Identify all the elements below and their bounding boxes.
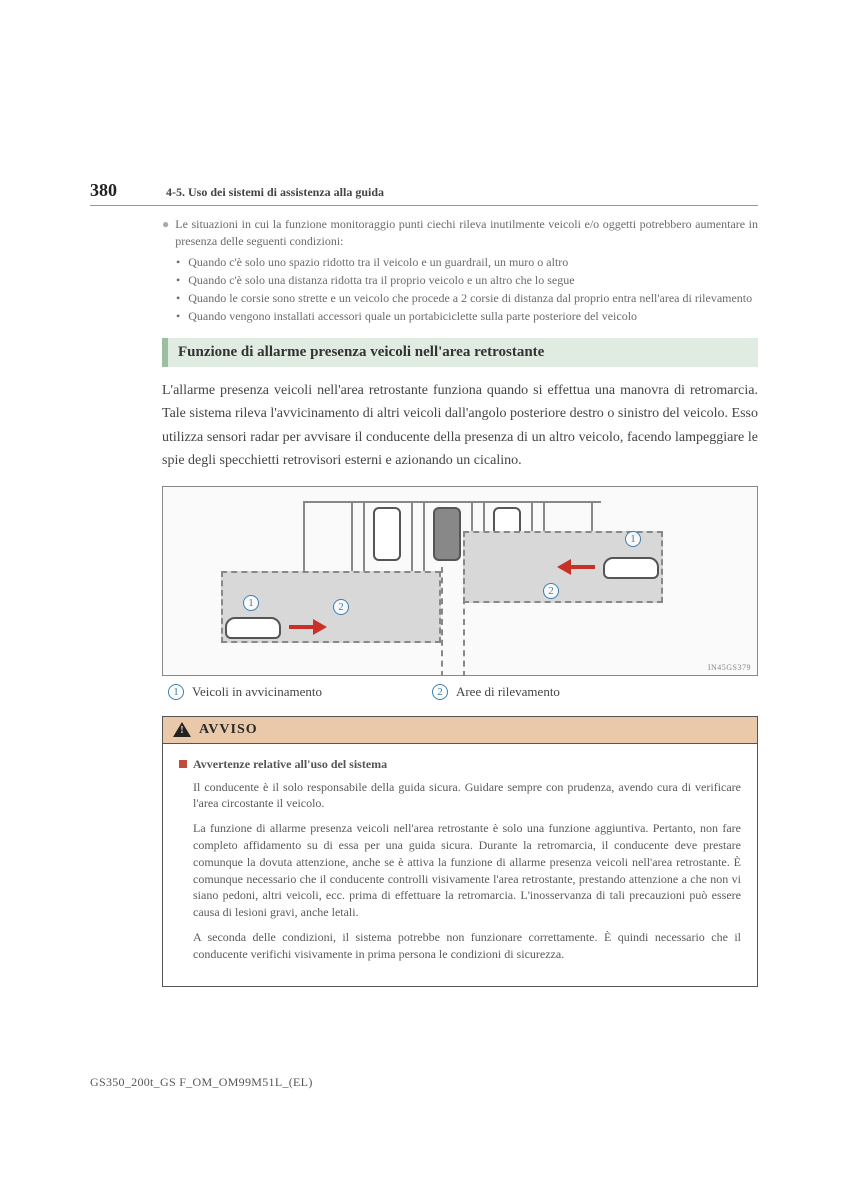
- lane-dash: [441, 567, 443, 676]
- dot-icon: •: [176, 308, 180, 324]
- arrow-left-icon: [555, 561, 595, 573]
- car-side-icon: [225, 617, 281, 639]
- marker-2: 2: [543, 583, 559, 599]
- marker-1: 1: [243, 595, 259, 611]
- warning-box: AVVISO Avvertenze relative all'uso del s…: [162, 716, 758, 988]
- list-item-text: Quando le corsie sono strette e un veico…: [188, 290, 752, 306]
- list-item: • Quando c'è solo una distanza ridotta tr…: [176, 272, 758, 288]
- page: 380 4-5. Uso dei sistemi di assistenza a…: [0, 0, 848, 987]
- car-side-icon: [603, 557, 659, 579]
- marker-2: 2: [333, 599, 349, 615]
- car-top-dark-icon: [433, 507, 461, 561]
- content: ● Le situazioni in cui la funzione monit…: [162, 216, 758, 987]
- legend-text: Veicoli in avvicinamento: [192, 684, 322, 700]
- legend-item-2: 2 Aree di rilevamento: [432, 684, 560, 700]
- warning-subtitle-text: Avvertenze relative all'uso del sistema: [193, 756, 387, 773]
- warning-p1: Il conducente è il solo responsabile del…: [193, 779, 741, 813]
- dot-icon: •: [176, 272, 180, 288]
- arrow-right-icon: [289, 621, 329, 633]
- car-top-icon: [373, 507, 401, 561]
- list-item-text: Quando c'è solo una distanza ridotta tra…: [188, 272, 574, 288]
- figure-code: IN45GS379: [708, 663, 751, 672]
- dot-icon: •: [176, 254, 180, 270]
- page-header: 380 4-5. Uso dei sistemi di assistenza a…: [90, 180, 758, 206]
- warning-triangle-icon: [173, 722, 191, 737]
- section-heading: Funzione di allarme presenza veicoli nel…: [162, 338, 758, 367]
- intro-block: ● Le situazioni in cui la funzione monit…: [162, 216, 758, 324]
- page-number: 380: [90, 180, 138, 201]
- warning-p2: La funzione di allarme presenza veicoli …: [193, 820, 741, 921]
- warning-title: AVVISO: [199, 722, 258, 738]
- bullet-icon: ●: [162, 216, 169, 250]
- warning-subtitle: Avvertenze relative all'uso del sistema: [179, 756, 741, 773]
- legend: 1 Veicoli in avvicinamento 2 Aree di ril…: [162, 684, 758, 700]
- section-paragraph: L'allarme presenza veicoli nell'area ret…: [162, 379, 758, 471]
- legend-item-1: 1 Veicoli in avvicinamento: [168, 684, 322, 700]
- list-item-text: Quando vengono installati accessori qual…: [188, 308, 637, 324]
- warning-body: Avvertenze relative all'uso del sistema …: [163, 744, 757, 987]
- legend-num: 2: [432, 684, 448, 700]
- square-bullet-icon: [179, 760, 187, 768]
- footer-code: GS350_200t_GS F_OM_OM99M51L_(EL): [90, 1075, 313, 1090]
- list-item: • Quando c'è solo uno spazio ridotto tra …: [176, 254, 758, 270]
- section-path: 4-5. Uso dei sistemi di assistenza alla …: [166, 185, 384, 200]
- intro-lead-text: Le situazioni in cui la funzione monitor…: [175, 216, 758, 250]
- dot-icon: •: [176, 290, 180, 306]
- marker-1: 1: [625, 531, 641, 547]
- parking-slot: [303, 501, 353, 571]
- intro-list: • Quando c'è solo uno spazio ridotto tra …: [176, 254, 758, 325]
- legend-num: 1: [168, 684, 184, 700]
- diagram: 1 2 1 2 IN45GS379: [162, 486, 758, 676]
- legend-text: Aree di rilevamento: [456, 684, 560, 700]
- warning-p3: A seconda delle condizioni, il sistema p…: [193, 929, 741, 963]
- list-item-text: Quando c'è solo uno spazio ridotto tra i…: [188, 254, 568, 270]
- intro-lead: ● Le situazioni in cui la funzione monit…: [162, 216, 758, 250]
- list-item: • Quando vengono installati accessori qua…: [176, 308, 758, 324]
- warning-header: AVVISO: [163, 717, 757, 744]
- list-item: • Quando le corsie sono strette e un veic…: [176, 290, 758, 306]
